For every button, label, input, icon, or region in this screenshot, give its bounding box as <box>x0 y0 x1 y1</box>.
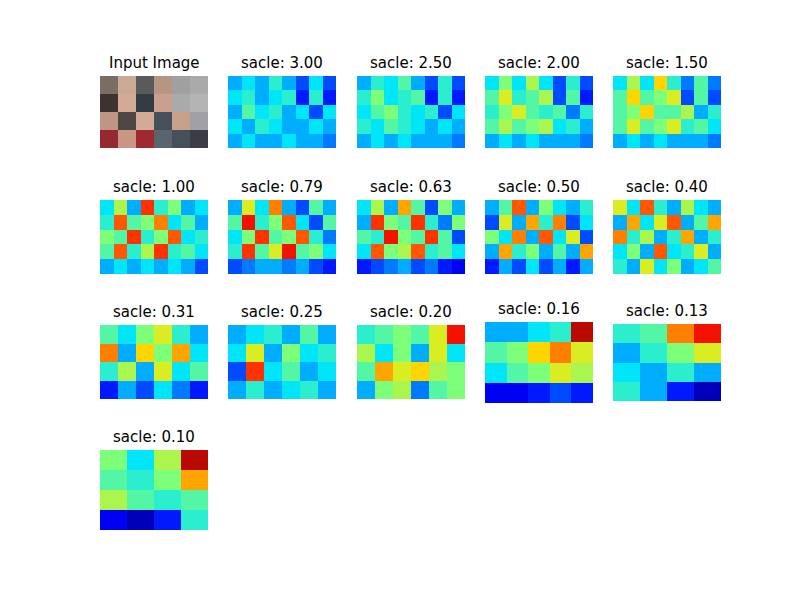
svg-text:sacle: 3.00: sacle: 3.00 <box>241 54 323 72</box>
svg-text:sacle: 0.50: sacle: 0.50 <box>498 178 580 196</box>
svg-text:sacle: 1.50: sacle: 1.50 <box>626 54 708 72</box>
svg-text:Input Image: Input Image <box>109 54 200 72</box>
svg-text:sacle: 0.10: sacle: 0.10 <box>113 428 195 446</box>
svg-text:sacle: 0.20: sacle: 0.20 <box>370 303 452 321</box>
svg-text:sacle: 0.63: sacle: 0.63 <box>370 178 452 196</box>
svg-text:sacle: 0.40: sacle: 0.40 <box>626 178 708 196</box>
svg-text:sacle: 0.25: sacle: 0.25 <box>241 303 323 321</box>
svg-text:sacle: 0.13: sacle: 0.13 <box>626 302 708 320</box>
svg-text:sacle: 2.50: sacle: 2.50 <box>370 54 452 72</box>
svg-text:sacle: 2.00: sacle: 2.00 <box>498 54 580 72</box>
svg-text:sacle: 0.79: sacle: 0.79 <box>241 178 323 196</box>
svg-text:sacle: 0.16: sacle: 0.16 <box>498 300 580 318</box>
svg-text:sacle: 1.00: sacle: 1.00 <box>113 178 195 196</box>
svg-text:sacle: 0.31: sacle: 0.31 <box>113 303 195 321</box>
